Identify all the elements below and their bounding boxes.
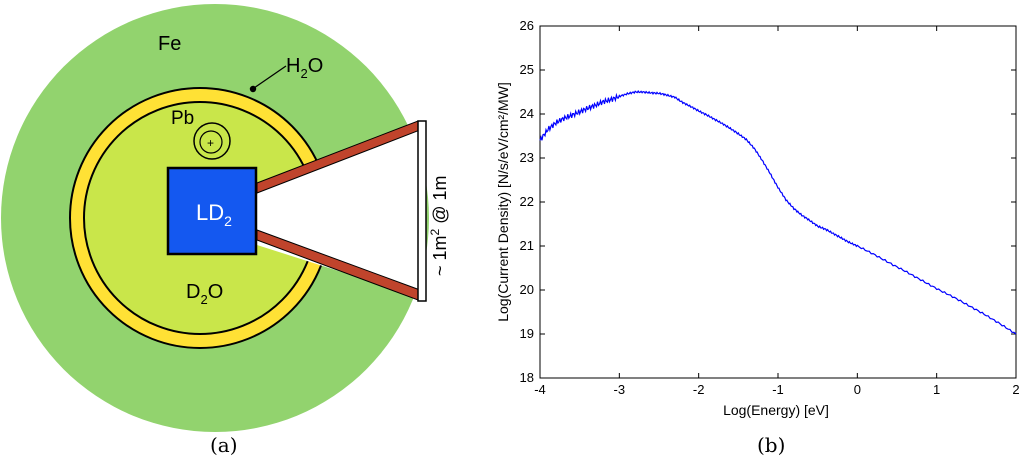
caption-b: (b)	[757, 433, 785, 457]
beam-area-label: ~ 1m2 @ 1m	[428, 176, 450, 277]
x-tick-label: 1	[933, 382, 940, 397]
ld2-label: LD2	[196, 200, 232, 229]
plot-frame	[539, 25, 1017, 379]
x-tick-label: 0	[854, 382, 861, 397]
ld2-cold-source	[166, 166, 258, 256]
flux-series-line	[539, 90, 1017, 335]
x-tick-label: -2	[693, 382, 705, 397]
x-tick-label: -1	[772, 382, 784, 397]
lead-sample-outer	[193, 122, 231, 160]
x-axis-title: Log(Energy) [eV]	[723, 402, 829, 418]
h2o-label: H2O	[286, 55, 323, 81]
pb-label: Pb	[171, 108, 194, 129]
x-tick-label: -4	[534, 382, 546, 397]
y-tick-label: 22	[520, 194, 534, 209]
beam-port-window	[417, 120, 427, 302]
schematic-panel: LD2 + Pb Fe H2O D2O ~ 1m2 @ 1m (a)	[1, 4, 450, 457]
fe-label: Fe	[158, 33, 181, 55]
y-tick-label: 18	[520, 370, 534, 385]
caption-a: (a)	[210, 433, 238, 457]
h2o-leader-line	[253, 65, 287, 89]
flux-chart: Log(Current Density) [N/s/eV/cm²/MW] -4 -…	[495, 18, 1020, 457]
h2o-leader-dot	[249, 85, 257, 93]
x-tick-label: 2	[1012, 382, 1019, 397]
y-tick-label: 20	[520, 282, 534, 297]
y-tick-label: 21	[520, 238, 534, 253]
y-tick-label: 25	[520, 62, 534, 77]
d2o-label: D2O	[186, 281, 223, 307]
y-tick-label: 23	[520, 150, 534, 165]
y-tick-label: 24	[520, 106, 534, 121]
x-tick-label: -3	[614, 382, 626, 397]
lead-sample-inner	[199, 130, 223, 154]
y-tick-label: 19	[520, 326, 534, 341]
y-axis-title-group: Log(Current Density) [N/s/eV/cm²/MW]	[495, 82, 511, 322]
y-tick-label: 26	[520, 18, 534, 33]
y-axis-title: Log(Current Density) [N/s/eV/cm²/MW]	[495, 82, 511, 322]
lead-sample-mark: +	[207, 136, 214, 150]
